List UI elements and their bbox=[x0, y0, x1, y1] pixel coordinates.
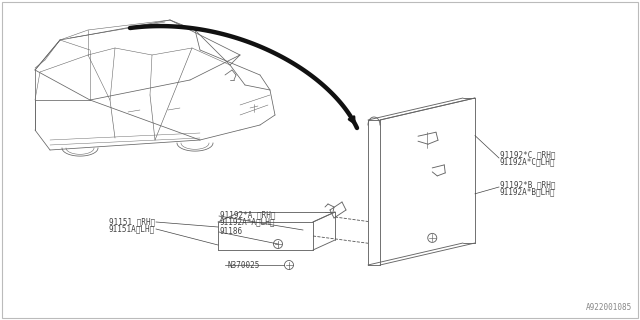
Text: 91192A*C〈LH〉: 91192A*C〈LH〉 bbox=[500, 157, 556, 166]
Text: 91192A*B〈LH〉: 91192A*B〈LH〉 bbox=[500, 188, 556, 196]
Text: 91192*B 〈RH〉: 91192*B 〈RH〉 bbox=[500, 180, 556, 189]
Text: 91151A〈LH〉: 91151A〈LH〉 bbox=[109, 225, 155, 234]
Text: N370025: N370025 bbox=[228, 260, 260, 269]
Text: 91192*A 〈RH〉: 91192*A 〈RH〉 bbox=[220, 211, 275, 220]
Text: A922001085: A922001085 bbox=[586, 303, 632, 312]
Text: 91192A*A〈LH〉: 91192A*A〈LH〉 bbox=[220, 218, 275, 227]
Text: 91151 〈RH〉: 91151 〈RH〉 bbox=[109, 218, 155, 227]
Text: 91186: 91186 bbox=[220, 228, 243, 236]
Text: 91192*C 〈RH〉: 91192*C 〈RH〉 bbox=[500, 150, 556, 159]
